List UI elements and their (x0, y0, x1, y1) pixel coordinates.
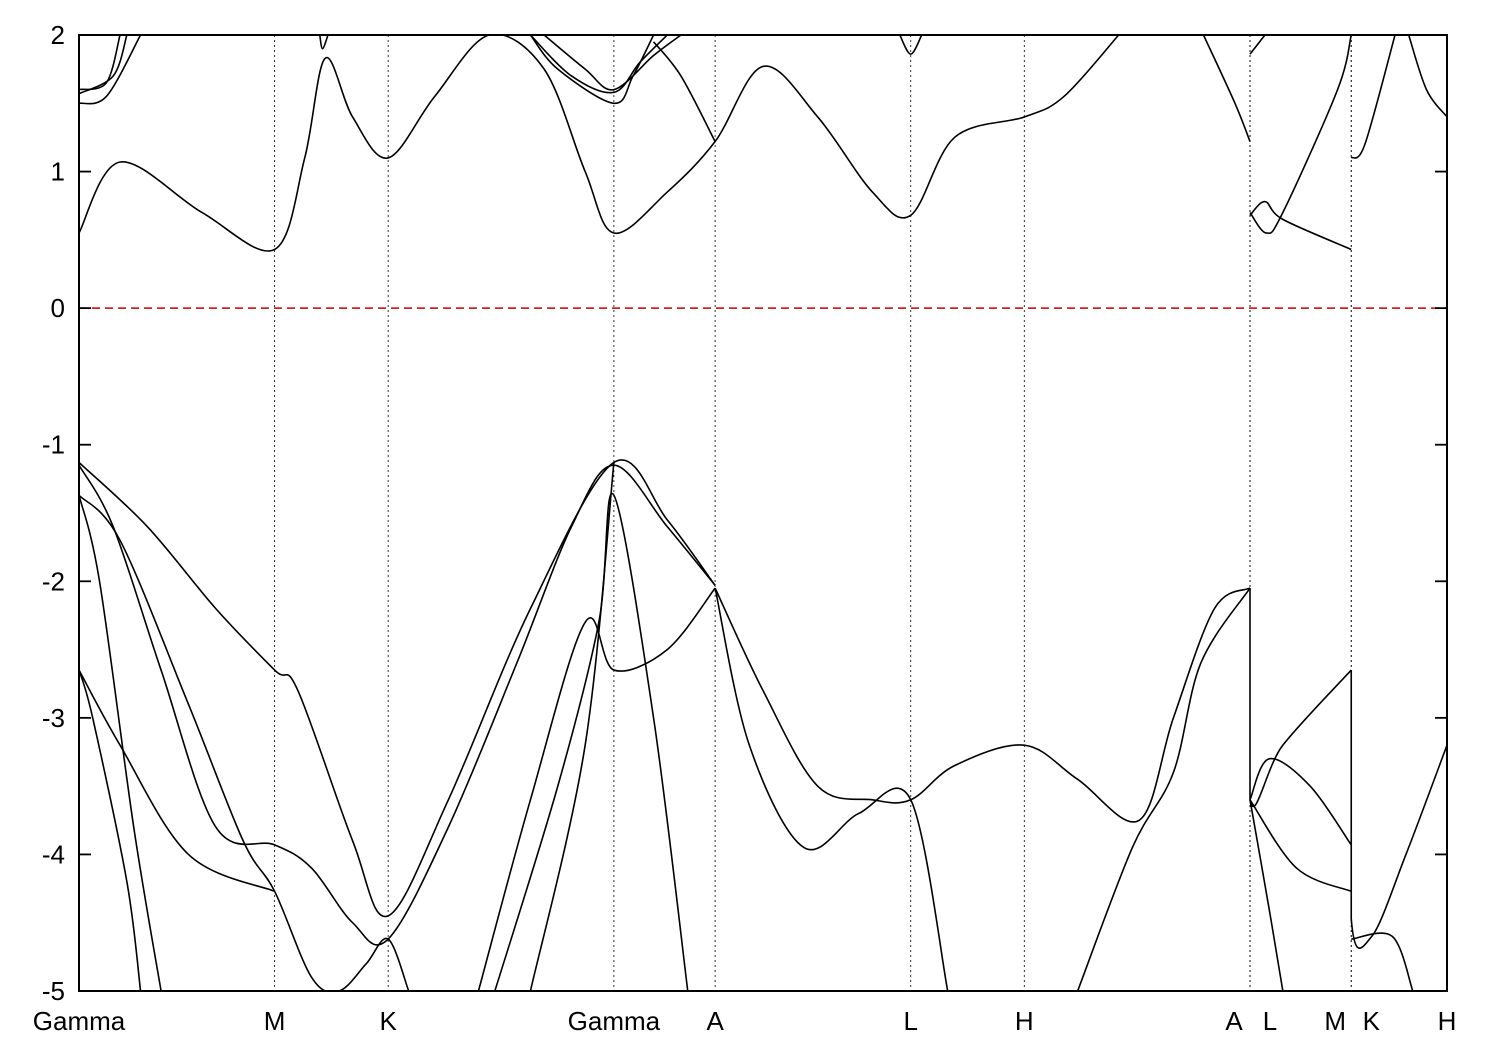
x-axis: Gamma M K Gamma A L H A L M K H (33, 1006, 1457, 1036)
band-lines (79, 35, 1447, 991)
band-line (899, 35, 923, 55)
band-line (79, 459, 716, 918)
x-tick-label: K (1363, 1006, 1381, 1036)
plot-frame (78, 34, 1448, 992)
band-line (1249, 799, 1352, 893)
band-line (1407, 35, 1447, 118)
x-tick-label: Gamma (568, 1006, 661, 1036)
y-tick-label: 0 (51, 293, 65, 323)
band-line (494, 492, 689, 991)
band-line (79, 35, 128, 95)
y-tick-label: -5 (42, 976, 65, 1006)
x-tick-label: K (379, 1006, 397, 1036)
x-tick-label: A (706, 1006, 724, 1036)
band-line (1202, 35, 1251, 142)
y-axis: 2 1 0 -1 -2 -3 -4 -5 (42, 20, 1447, 1006)
band-line (1249, 35, 1266, 55)
x-tick-label: H (1015, 1006, 1034, 1036)
band-line (1350, 35, 1396, 159)
band-line (714, 587, 1251, 823)
band-line (1249, 757, 1352, 846)
band-line (79, 35, 121, 91)
band-line (529, 35, 655, 105)
band-line (79, 669, 142, 991)
band-line (79, 495, 162, 991)
y-tick-label: -4 (42, 839, 65, 869)
y-tick-label: 2 (51, 20, 65, 50)
x-tick-label: L (1263, 1006, 1277, 1036)
band-line (318, 35, 329, 50)
y-tick-label: 1 (51, 157, 65, 187)
band-line (652, 41, 716, 142)
x-tick-label: H (1438, 1006, 1457, 1036)
band-line (1249, 35, 1353, 234)
band-line (79, 35, 1120, 252)
band-line (714, 587, 949, 991)
band-line (1249, 200, 1352, 251)
band-line (79, 464, 716, 946)
y-tick-label: -1 (42, 430, 65, 460)
x-tick-label: M (264, 1006, 286, 1036)
x-tick-label: L (904, 1006, 918, 1036)
band-line (529, 35, 668, 94)
x-tick-label: A (1225, 1006, 1243, 1036)
band-line (477, 587, 716, 991)
band-line (1249, 588, 1352, 808)
x-tick-label: M (1324, 1006, 1346, 1036)
y-tick-label: -3 (42, 703, 65, 733)
band-line (529, 462, 615, 991)
x-tick-label: Gamma (33, 1006, 126, 1036)
band-line (79, 35, 142, 105)
band-line (1351, 932, 1414, 991)
band-line (543, 35, 682, 91)
band-line (1350, 670, 1447, 949)
high-symmetry-lines (274, 35, 1352, 991)
y-tick-label: -2 (42, 566, 65, 596)
band-line (1076, 587, 1251, 991)
band-line (79, 669, 275, 893)
band-line (1249, 799, 1284, 991)
